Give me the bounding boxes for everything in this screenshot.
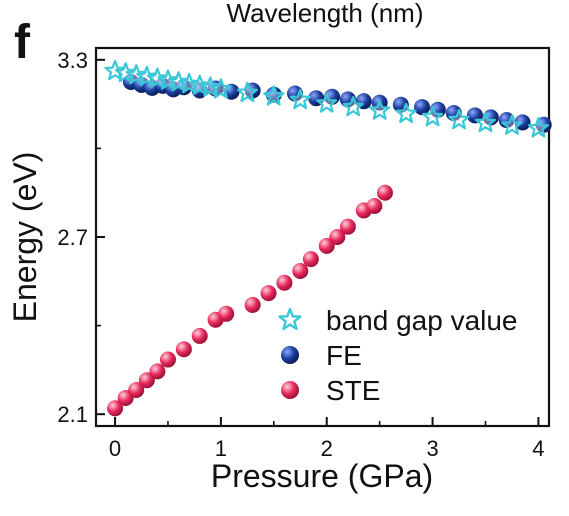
band-gap-star-point — [146, 67, 168, 88]
ste-point — [339, 218, 356, 235]
panel-label: f — [14, 16, 31, 69]
y-tick-label: 2.7 — [57, 225, 88, 250]
band-gap-star-point — [395, 102, 417, 124]
ste-point — [366, 197, 383, 214]
band-gap-star-point — [421, 105, 444, 127]
y-axis-label: Energy (eV) — [7, 152, 43, 323]
data-marks — [104, 59, 552, 417]
ste-point — [138, 372, 155, 389]
ticks — [96, 58, 540, 426]
band-gap-star-point — [263, 85, 285, 106]
top-axis-label: Wavelength (nm) — [227, 0, 424, 28]
band-gap-star-point — [167, 71, 190, 92]
ste-point — [292, 262, 309, 279]
x-tick-label: 1 — [215, 436, 227, 461]
band-gap-star-point — [210, 78, 232, 99]
x-axis-label: Pressure (GPa) — [211, 458, 433, 494]
ste-point — [260, 285, 277, 302]
ste-point — [329, 229, 346, 245]
legend-entry-label: band gap value — [326, 305, 518, 336]
legend-circle-marker — [281, 381, 299, 399]
fe-point — [413, 99, 430, 116]
legend-entry-label: FE — [326, 340, 362, 371]
ste-point — [376, 184, 393, 201]
band-gap-star-point — [527, 117, 550, 138]
band-gap-star-point — [136, 65, 158, 87]
band-gap-star-point — [125, 64, 147, 85]
ste-point — [191, 327, 208, 344]
legend-circle-marker — [281, 346, 299, 364]
ste-point — [244, 296, 261, 313]
band-gap-star-point — [289, 88, 311, 110]
ste-point — [159, 351, 176, 368]
legend-star-marker — [278, 307, 302, 331]
ste-point — [175, 341, 192, 358]
ste-point — [276, 274, 293, 291]
band-gap-star-point — [474, 111, 497, 133]
x-tick-label: 2 — [321, 436, 333, 461]
legend: band gap value FE STE — [278, 305, 518, 406]
ste-point — [302, 251, 319, 268]
x-tick-label: 0 — [109, 436, 121, 461]
band-gap-star-point — [178, 72, 200, 94]
x-tick-label: 3 — [426, 436, 438, 461]
y-tick-label: 2.1 — [57, 402, 88, 427]
band-gap-star-point — [369, 99, 391, 120]
ste-point — [149, 363, 166, 380]
ste-point — [318, 237, 335, 254]
y-tick-label: 3.3 — [57, 48, 88, 73]
band-gap-star-point — [316, 92, 338, 113]
band-gap-star-point — [448, 108, 470, 130]
x-tick-label: 4 — [532, 436, 544, 461]
tick-labels: 0 1 2 3 4 2.1 2.7 3.3 — [57, 48, 544, 461]
band-gap-star-point — [199, 76, 221, 97]
band-gap-star-point — [342, 95, 364, 117]
band-gap-star-point — [236, 81, 258, 103]
band-gap-star-point — [501, 114, 523, 135]
band-gap-star-point — [157, 69, 179, 90]
legend-entry-label: STE — [326, 375, 380, 406]
ste-point — [107, 400, 124, 417]
ste-point — [128, 381, 145, 398]
ste-point — [218, 305, 235, 322]
band-gap-star-point — [189, 74, 211, 95]
